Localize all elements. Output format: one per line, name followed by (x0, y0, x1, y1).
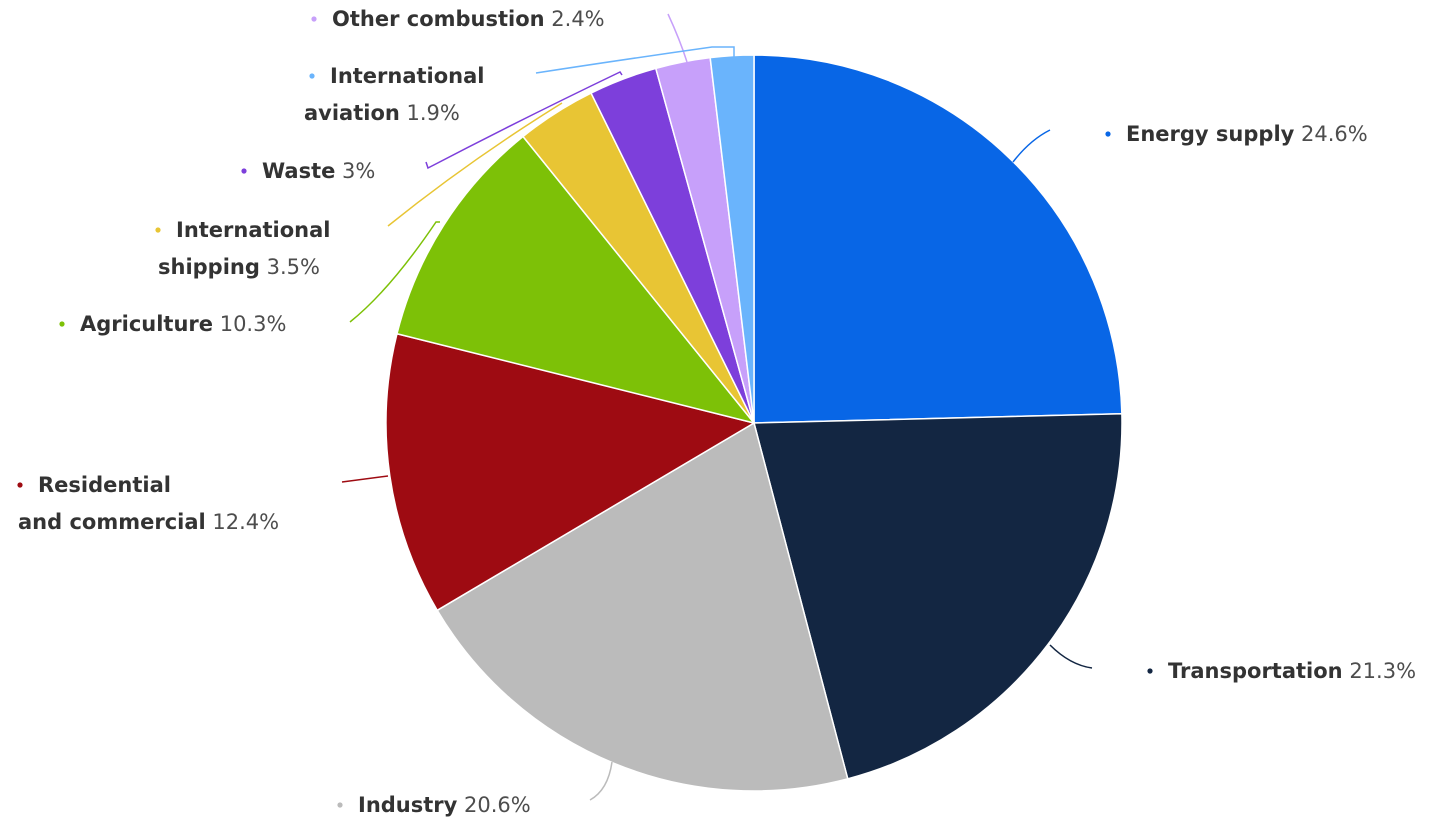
label-value: 3% (335, 159, 375, 183)
label-connectors (341, 13, 1093, 801)
connector-agriculture (349, 221, 440, 323)
data-label-other-combustion: Other combustion 2.4% (311, 7, 605, 31)
pie-slice-residential-and-commercial[interactable] (385, 332, 755, 612)
label-bullet (311, 16, 317, 22)
data-label-waste: Waste 3% (241, 159, 375, 183)
slice-labels: Energy supply 24.6% Transportation 21.3% I… (17, 7, 1416, 817)
label-bullet (155, 227, 161, 233)
pie-slices (385, 54, 1123, 792)
pie-slice-transportation[interactable] (753, 413, 1123, 780)
label-line: Waste 3% (262, 159, 375, 183)
label-bullet (1105, 131, 1111, 137)
connector-international-aviation (535, 46, 735, 74)
label-value: 10.3% (213, 312, 286, 336)
data-label-agriculture: Agriculture 10.3% (59, 312, 286, 336)
label-line: aviation 1.9% (304, 101, 460, 125)
label-line: Residential (38, 473, 171, 497)
data-label-residential-and-commercial: Residential and commercial 12.4% (17, 473, 279, 534)
data-label-international-aviation: International aviation 1.9% (304, 64, 485, 125)
data-label-transportation: Transportation 21.3% (1147, 659, 1416, 683)
connector-transportation (1049, 644, 1093, 669)
connector-industry (589, 761, 613, 801)
label-bullet (337, 802, 343, 808)
label-value: 1.9% (400, 101, 460, 125)
label-bullet (59, 321, 65, 327)
label-line: Transportation 21.3% (1168, 659, 1416, 683)
data-label-industry: Industry 20.6% (337, 793, 531, 817)
pie-slice-industry[interactable] (436, 422, 849, 792)
label-line: Industry 20.6% (358, 793, 531, 817)
data-label-energy-supply: Energy supply 24.6% (1105, 122, 1368, 146)
connector-residential-and-commercial (341, 475, 389, 483)
connector-energy-supply (1012, 129, 1051, 163)
connector-waste (425, 71, 623, 170)
label-bullet (241, 168, 247, 174)
label-bullet (309, 73, 315, 79)
label-line: International (330, 64, 485, 88)
label-value: 3.5% (260, 255, 320, 279)
label-line: International (176, 218, 331, 242)
connector-international-shipping (387, 102, 563, 227)
label-value: 20.6% (457, 793, 530, 817)
pie-slice-agriculture[interactable] (396, 135, 755, 424)
label-value: 24.6% (1294, 122, 1367, 146)
label-bullet (1147, 668, 1153, 674)
label-line: Other combustion 2.4% (332, 7, 605, 31)
pie-slice-international-aviation[interactable] (709, 54, 755, 424)
label-value: 21.3% (1343, 659, 1416, 683)
connector-other-combustion (667, 13, 688, 63)
data-label-international-shipping: International shipping 3.5% (155, 218, 331, 279)
label-value: 12.4% (206, 510, 279, 534)
label-value: 2.4% (545, 7, 605, 31)
label-bullet (17, 482, 23, 488)
label-line: and commercial 12.4% (18, 510, 279, 534)
pie-slice-energy-supply[interactable] (753, 54, 1123, 424)
label-line: Energy supply 24.6% (1126, 122, 1368, 146)
label-line: shipping 3.5% (158, 255, 320, 279)
label-line: Agriculture 10.3% (80, 312, 286, 336)
